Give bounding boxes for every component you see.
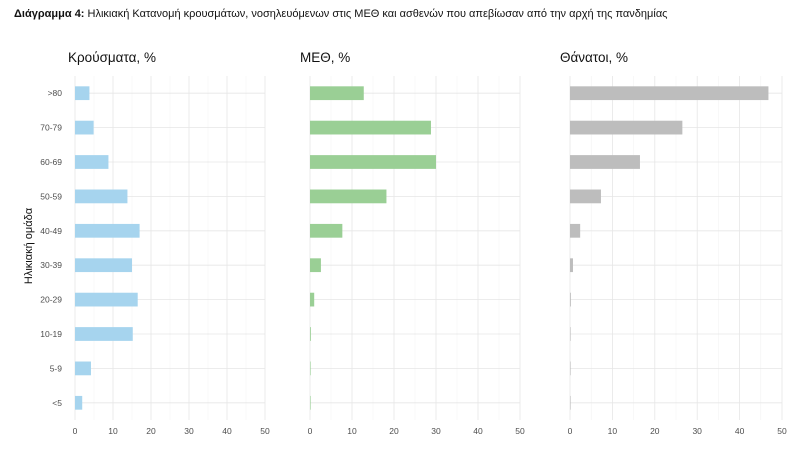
bar-2-5 [570,258,573,273]
x-tick-label: 0 [73,426,78,436]
category-label: 60-69 [40,157,62,167]
bar-0-1 [75,120,94,135]
panels: 0 10 20 30 40 50 Κρούσματα, % 0 10 20 30 40 50 ΜΕΘ, %… [40,50,787,436]
x-tick-label: 30 [431,426,441,436]
x-tick-label: 10 [347,426,357,436]
bar-2-0 [570,86,769,101]
bar-0-6 [75,292,138,307]
caption-text: Ηλικιακή Κατανομή κρουσμάτων, νοσηλευόμε… [84,8,667,20]
x-tick-label: 30 [692,426,702,436]
bar-0-5 [75,258,132,273]
x-tick-label: 30 [184,426,194,436]
panel-title: Κρούσματα, % [68,50,156,65]
category-label: 70-79 [40,123,62,133]
category-label: 40-49 [40,226,62,236]
x-tick-label: 50 [777,426,787,436]
caption-label: Διάγραμμα 4: [14,8,84,20]
bar-1-4 [310,223,343,238]
bar-2-9 [570,395,571,410]
bar-2-8 [570,361,571,376]
bar-0-9 [75,395,83,410]
panel-1: 0 10 20 30 40 50 Κρούσματα, % [68,50,270,436]
x-tick-label: 10 [608,426,618,436]
bar-1-9 [310,395,311,410]
x-tick-label: 20 [389,426,399,436]
bar-2-1 [570,120,683,135]
category-label: >80 [48,88,63,98]
bar-0-8 [75,361,91,376]
x-tick-label: 40 [473,426,483,436]
category-label: 20-29 [40,295,62,305]
bar-1-1 [310,120,431,135]
figure-caption: Διάγραμμα 4: Ηλικιακή Κατανομή κρουσμάτω… [14,8,667,20]
x-tick-label: 0 [308,426,313,436]
x-tick-label: 20 [146,426,156,436]
panel-title: Θάνατοι, % [560,50,628,65]
y-axis-title: Ηλικιακή ομάδα [23,207,35,284]
category-label: 10-19 [40,329,62,339]
category-axis: >80 70-79 60-69 50-59 40-49 30-39 20-29 10-19 5-… [40,88,62,408]
panel-3: 0 10 20 30 40 50 Θάνατοι, % [560,50,787,436]
bar-2-2 [570,155,640,169]
x-tick-label: 50 [515,426,525,436]
category-label: <5 [52,398,62,408]
bar-1-6 [310,292,315,307]
x-tick-label: 10 [108,426,118,436]
x-tick-label: 40 [735,426,745,436]
bar-2-4 [570,223,581,238]
bar-2-3 [570,189,601,204]
bar-1-7 [310,327,311,341]
panel-title: ΜΕΘ, % [300,50,350,65]
bar-1-8 [310,361,311,376]
x-tick-label: 50 [260,426,270,436]
bar-0-0 [75,86,90,101]
bar-1-5 [310,258,321,273]
category-label: 30-39 [40,260,62,270]
bar-1-3 [310,189,387,204]
bar-1-0 [310,86,364,101]
bar-0-4 [75,223,140,238]
bar-2-6 [570,292,571,307]
bar-2-7 [570,327,571,341]
bar-0-3 [75,189,128,204]
category-label: 50-59 [40,191,62,201]
bar-0-7 [75,327,133,341]
panel-2: 0 10 20 30 40 50 ΜΕΘ, % [300,50,525,436]
x-tick-label: 20 [650,426,660,436]
category-label: 5-9 [50,363,63,373]
bar-0-2 [75,155,109,169]
bar-1-2 [310,155,436,169]
x-tick-label: 0 [568,426,573,436]
x-tick-label: 40 [222,426,232,436]
